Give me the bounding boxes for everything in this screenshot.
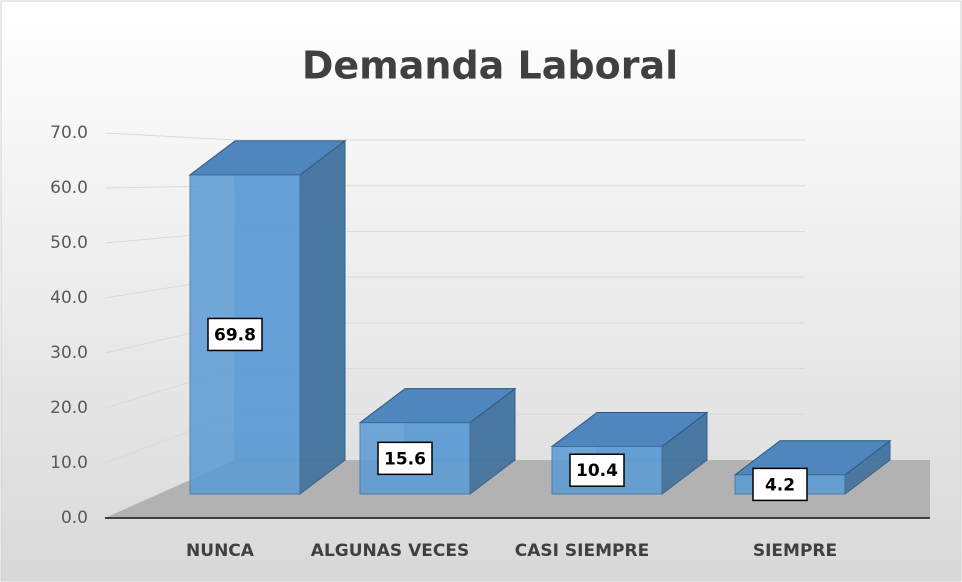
value-label: 4.2 <box>765 475 795 495</box>
value-label: 69.8 <box>214 325 256 345</box>
y-tick-label: 60.0 <box>50 178 88 198</box>
y-tick-label: 20.0 <box>50 398 88 418</box>
x-tick-label: NUNCA <box>186 541 255 561</box>
value-label-box <box>207 317 263 352</box>
y-tick-label: 40.0 <box>50 288 88 308</box>
x-tick-label: ALGUNAS VECES <box>311 541 469 561</box>
value-label-box <box>377 441 433 476</box>
y-tick-label: 0.0 <box>61 508 88 528</box>
grid-line <box>104 132 805 141</box>
value-label: 10.4 <box>576 461 618 481</box>
y-tick-label: 10.0 <box>50 453 88 473</box>
y-tick-label: 70.0 <box>50 123 88 143</box>
chart-title: Demanda Laboral <box>302 44 678 88</box>
y-tick-label: 50.0 <box>50 233 88 253</box>
y-tick-label: 30.0 <box>50 343 88 363</box>
bar-side <box>299 139 346 496</box>
value-label-box <box>752 467 808 502</box>
value-label-box <box>569 453 625 487</box>
value-label: 15.6 <box>384 449 426 469</box>
x-tick-label: SIEMPRE <box>753 541 837 561</box>
x-tick-label: CASI SIEMPRE <box>515 541 649 561</box>
